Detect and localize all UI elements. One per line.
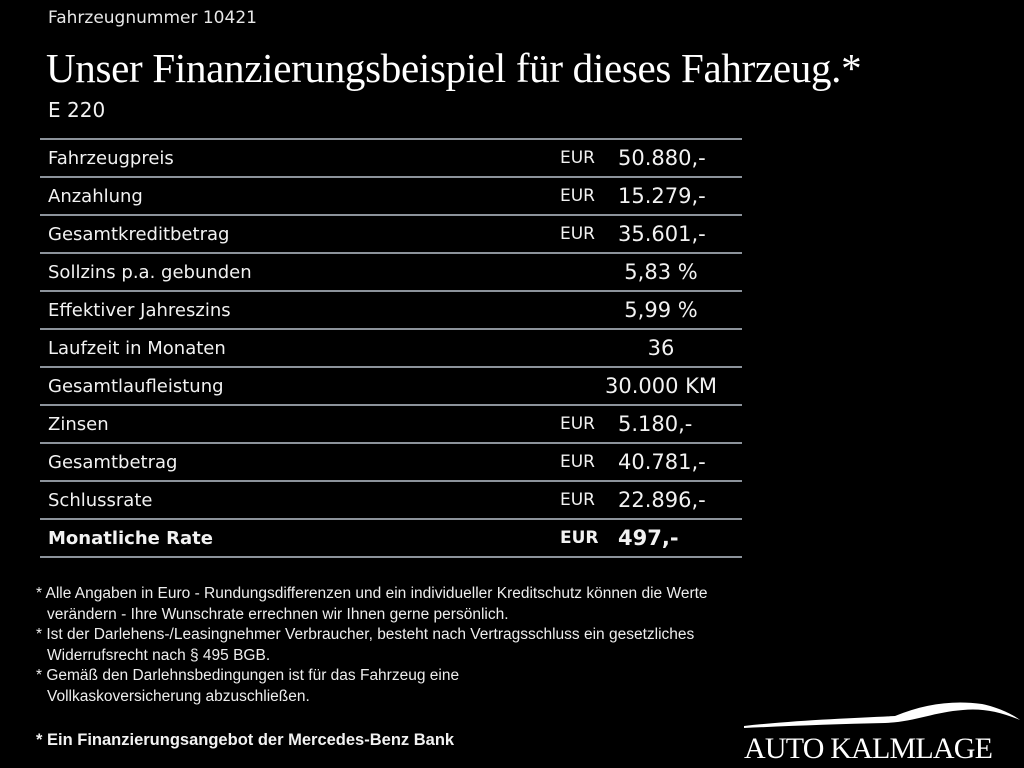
- row-label: Effektiver Jahreszins: [48, 300, 231, 321]
- table-row: Laufzeit in Monaten 36: [40, 328, 742, 366]
- footnote: * Alle Angaben in Euro - Rundungsdiffere…: [36, 585, 708, 623]
- row-currency: EUR: [560, 452, 595, 472]
- row-value: 30.000 KM: [604, 374, 718, 398]
- row-value: 35.601,-: [618, 222, 706, 246]
- table-row: Gesamtkreditbetrag EUR 35.601,-: [40, 214, 742, 252]
- logo-text: AUTO KALMLAGE: [744, 732, 993, 765]
- footnote: * Gemäß den Darlehnsbedingungen ist für …: [36, 667, 460, 705]
- row-label: Schlussrate: [48, 490, 153, 511]
- vehicle-number: Fahrzeugnummer 10421: [48, 8, 257, 28]
- row-value: 5.180,-: [618, 412, 693, 436]
- row-currency: EUR: [560, 186, 595, 206]
- table-row: Schlussrate EUR 22.896,-: [40, 480, 742, 518]
- bank-note: * Ein Finanzierungsangebot der Mercedes-…: [36, 731, 455, 749]
- footnote: * Ist der Darlehens-/Leasingnehmer Verbr…: [36, 626, 695, 664]
- row-value: 15.279,-: [618, 184, 706, 208]
- page-title: Unser Finanzierungsbeispiel für dieses F…: [46, 45, 862, 91]
- row-value: 40.781,-: [618, 450, 706, 474]
- row-value: 22.896,-: [618, 488, 706, 512]
- row-currency: EUR: [560, 224, 595, 244]
- row-label: Laufzeit in Monaten: [48, 338, 226, 359]
- row-currency: EUR: [560, 490, 595, 510]
- row-value: 50.880,-: [618, 146, 706, 170]
- row-label: Gesamtkreditbetrag: [48, 224, 230, 245]
- table-row: Sollzins p.a. gebunden 5,83 %: [40, 252, 742, 290]
- table-row: Gesamtlaufleistung 30.000 KM: [40, 366, 742, 404]
- row-label: Zinsen: [48, 414, 109, 435]
- table-row: Monatliche Rate EUR 497,-: [40, 518, 742, 558]
- row-value: 5,83 %: [624, 260, 698, 284]
- row-value: 36: [647, 336, 675, 360]
- table-row: Fahrzeugpreis EUR 50.880,-: [40, 138, 742, 176]
- table-row: Gesamtbetrag EUR 40.781,-: [40, 442, 742, 480]
- car-silhouette-icon: [744, 702, 1020, 728]
- auto-kalmlage-logo: AUTO KALMLAGE: [740, 696, 1020, 768]
- table-row: Anzahlung EUR 15.279,-: [40, 176, 742, 214]
- table-row: Effektiver Jahreszins 5,99 %: [40, 290, 742, 328]
- row-currency: EUR: [560, 148, 595, 168]
- financing-table: Fahrzeugpreis EUR 50.880,- Anzahlung EUR 15.2…: [40, 138, 742, 558]
- row-label: Sollzins p.a. gebunden: [48, 262, 252, 283]
- footnotes: * Alle Angaben in Euro - Rundungsdiffere…: [36, 584, 767, 707]
- row-label: Gesamtbetrag: [48, 452, 178, 473]
- model-name: E 220: [48, 98, 106, 122]
- row-label: Gesamtlaufleistung: [48, 376, 224, 397]
- row-label: Fahrzeugpreis: [48, 148, 174, 169]
- row-label: Monatliche Rate: [48, 528, 213, 549]
- row-value: 497,-: [618, 526, 679, 550]
- row-label: Anzahlung: [48, 186, 143, 207]
- row-value: 5,99 %: [624, 298, 698, 322]
- table-row: Zinsen EUR 5.180,-: [40, 404, 742, 442]
- row-currency: EUR: [560, 414, 595, 434]
- row-currency: EUR: [560, 528, 599, 548]
